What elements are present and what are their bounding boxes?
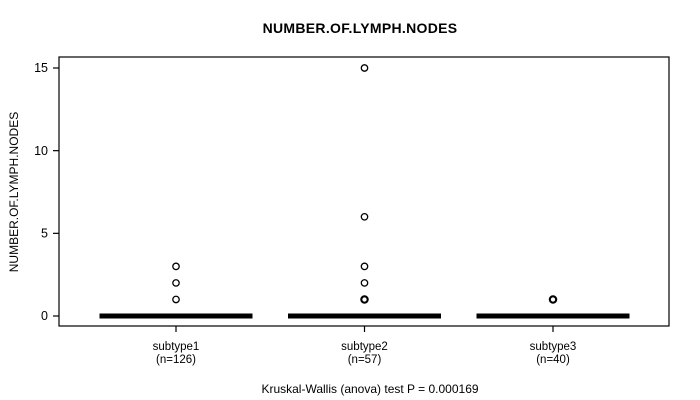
group-name: subtype2 xyxy=(341,341,388,353)
outlier-point xyxy=(360,64,369,72)
y-tick-label: 5 xyxy=(41,227,48,241)
group-n-count: (n=40) xyxy=(536,353,570,366)
x-axis-group-label: subtype3 (n=40) xyxy=(473,341,633,366)
group-n-count: (n=57) xyxy=(347,353,382,366)
outlier-point xyxy=(172,262,180,271)
y-tick-label: 15 xyxy=(34,61,48,75)
outlier-point xyxy=(360,262,369,271)
group-name: subtype3 xyxy=(529,341,577,353)
outlier-point xyxy=(172,295,180,304)
outlier-point xyxy=(548,295,558,304)
group-n-count: (n=126) xyxy=(156,353,196,366)
outlier-point xyxy=(360,212,369,221)
y-tick-label: 10 xyxy=(34,144,48,158)
outlier-point xyxy=(360,295,369,304)
group-name: subtype1 xyxy=(152,341,200,353)
outlier-point xyxy=(172,279,180,287)
chart-title: NUMBER.OF.LYMPH.NODES xyxy=(262,20,458,36)
x-axis-group-label: subtype2 (n=57) xyxy=(285,341,445,366)
y-tick-label: 0 xyxy=(41,309,48,323)
stat-test-caption: Kruskal-Wallis (anova) test P = 0.000169 xyxy=(261,382,479,396)
outlier-point xyxy=(360,279,369,287)
x-axis-group-label: subtype1 (n=126) xyxy=(96,341,256,366)
